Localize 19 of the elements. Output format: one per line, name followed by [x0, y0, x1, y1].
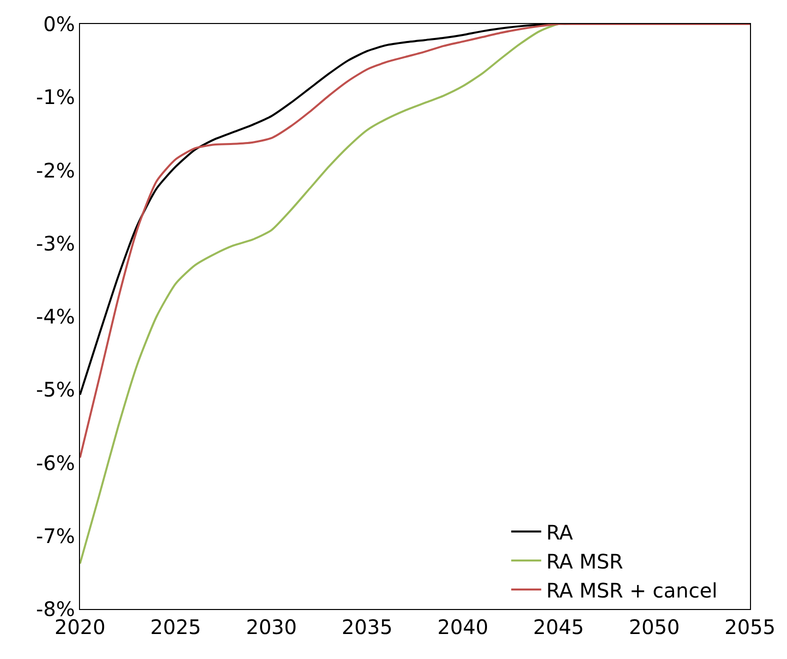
x-tick-label: 2030: [246, 615, 297, 639]
x-tick-label: 2025: [150, 615, 202, 639]
x-tick-label: 2035: [342, 615, 393, 639]
legend-label: RA MSR + cancel: [546, 578, 718, 602]
y-tick-label: -4%: [36, 304, 75, 328]
x-tick-label: 2045: [533, 615, 584, 639]
y-tick-label: -1%: [36, 85, 75, 110]
y-tick-label: -6%: [36, 450, 75, 475]
x-tick-label: 2040: [437, 615, 488, 639]
y-tick-label: 0%: [43, 12, 75, 36]
y-tick-label: -7%: [36, 524, 75, 548]
x-tick-label: 2020: [54, 615, 106, 639]
legend-label: RA MSR: [546, 549, 624, 574]
y-tick-label: -5%: [36, 378, 75, 402]
legend-label: RA: [546, 520, 574, 544]
y-tick-label: -2%: [36, 158, 75, 182]
x-tick-label: 2055: [724, 615, 776, 639]
x-tick-label: 2050: [628, 615, 680, 639]
y-tick-label: -3%: [36, 231, 75, 256]
